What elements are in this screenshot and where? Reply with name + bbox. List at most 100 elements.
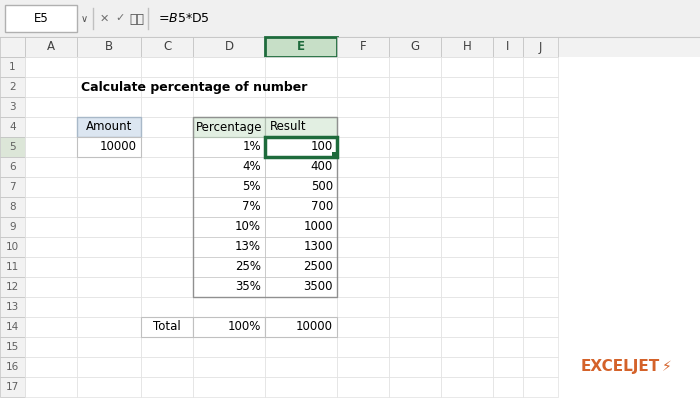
Bar bbox=[77, 297, 141, 317]
Bar bbox=[389, 317, 441, 337]
Bar bbox=[25, 37, 77, 57]
Bar bbox=[389, 117, 441, 137]
Bar bbox=[332, 152, 337, 157]
Bar bbox=[389, 57, 441, 77]
Bar bbox=[141, 297, 193, 317]
Bar bbox=[523, 137, 558, 157]
Bar bbox=[25, 117, 77, 137]
Bar bbox=[25, 97, 77, 117]
Bar bbox=[523, 277, 558, 297]
Bar bbox=[193, 237, 265, 257]
Bar bbox=[265, 37, 337, 57]
Bar bbox=[337, 117, 389, 137]
Bar bbox=[141, 157, 193, 177]
Bar bbox=[337, 137, 389, 157]
Bar bbox=[441, 137, 493, 157]
Bar bbox=[0, 257, 25, 277]
Bar bbox=[193, 117, 337, 297]
Bar bbox=[25, 377, 77, 397]
Bar bbox=[77, 217, 141, 237]
Bar bbox=[0, 97, 25, 117]
Bar bbox=[0, 297, 25, 317]
Bar bbox=[441, 197, 493, 217]
Bar bbox=[441, 337, 493, 357]
Bar bbox=[523, 77, 558, 97]
Bar bbox=[523, 177, 558, 197]
Bar bbox=[193, 57, 265, 77]
Bar bbox=[441, 117, 493, 137]
Bar bbox=[193, 217, 265, 237]
Bar bbox=[0, 277, 25, 297]
Bar bbox=[0, 217, 25, 237]
Bar bbox=[0, 57, 25, 77]
Text: 15: 15 bbox=[6, 342, 19, 352]
Bar bbox=[25, 317, 77, 337]
Bar bbox=[25, 177, 77, 197]
Bar bbox=[523, 257, 558, 277]
Text: 7%: 7% bbox=[242, 200, 261, 214]
Bar bbox=[493, 137, 523, 157]
Bar bbox=[265, 297, 337, 317]
Bar bbox=[265, 77, 337, 97]
Text: 10: 10 bbox=[6, 242, 19, 252]
Text: ∨: ∨ bbox=[80, 14, 88, 24]
Bar bbox=[389, 137, 441, 157]
Text: 700: 700 bbox=[311, 200, 333, 214]
Bar bbox=[265, 97, 337, 117]
Bar bbox=[441, 317, 493, 337]
Text: 16: 16 bbox=[6, 362, 19, 372]
Bar bbox=[441, 157, 493, 177]
Text: 11: 11 bbox=[6, 262, 19, 272]
Bar bbox=[523, 337, 558, 357]
Bar bbox=[389, 37, 441, 57]
Bar bbox=[337, 257, 389, 277]
Bar bbox=[265, 237, 337, 257]
Text: Amount: Amount bbox=[86, 120, 132, 134]
Text: 1300: 1300 bbox=[303, 240, 333, 254]
Text: ✓: ✓ bbox=[116, 14, 125, 24]
Text: B: B bbox=[105, 40, 113, 54]
Bar bbox=[523, 37, 558, 57]
Bar bbox=[193, 117, 265, 137]
Bar bbox=[5, 5, 77, 32]
Text: F: F bbox=[360, 40, 366, 54]
Text: 5%: 5% bbox=[242, 180, 261, 194]
Bar bbox=[141, 317, 193, 337]
Bar bbox=[25, 337, 77, 357]
Bar bbox=[337, 57, 389, 77]
Text: C: C bbox=[163, 40, 171, 54]
Bar bbox=[493, 217, 523, 237]
Bar bbox=[77, 37, 141, 57]
Bar bbox=[193, 37, 265, 57]
Bar bbox=[441, 257, 493, 277]
Bar bbox=[523, 237, 558, 257]
Bar bbox=[389, 297, 441, 317]
Bar bbox=[193, 297, 265, 317]
Text: 2500: 2500 bbox=[303, 260, 333, 274]
Bar bbox=[193, 97, 265, 117]
Bar bbox=[493, 377, 523, 397]
Bar bbox=[265, 117, 337, 137]
Text: 8: 8 bbox=[9, 202, 16, 212]
Bar bbox=[141, 277, 193, 297]
Bar bbox=[25, 77, 77, 97]
Text: 10%: 10% bbox=[235, 220, 261, 234]
Text: 35%: 35% bbox=[235, 280, 261, 294]
Bar bbox=[523, 97, 558, 117]
Bar bbox=[25, 137, 77, 157]
Bar bbox=[493, 317, 523, 337]
Bar bbox=[493, 257, 523, 277]
Bar bbox=[77, 177, 141, 197]
Bar bbox=[389, 77, 441, 97]
Bar bbox=[337, 77, 389, 97]
Bar bbox=[389, 177, 441, 197]
Bar bbox=[337, 97, 389, 117]
Bar bbox=[141, 377, 193, 397]
Bar bbox=[193, 317, 265, 337]
Bar bbox=[441, 217, 493, 237]
Bar bbox=[441, 377, 493, 397]
Bar bbox=[25, 57, 77, 77]
Bar bbox=[265, 137, 337, 157]
Bar bbox=[441, 177, 493, 197]
Text: Calculate percentage of number: Calculate percentage of number bbox=[81, 80, 307, 94]
